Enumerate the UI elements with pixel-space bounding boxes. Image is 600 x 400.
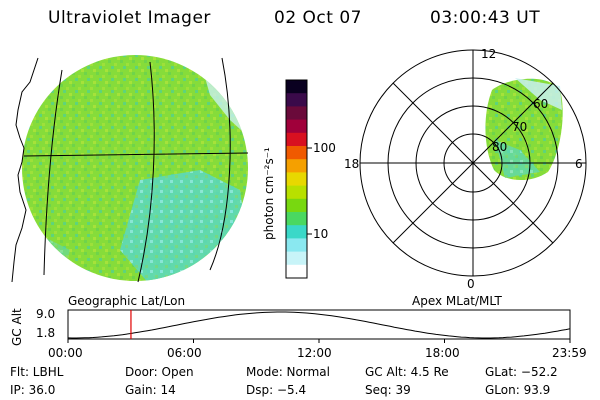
info-door: Door: Open (125, 365, 194, 379)
altitude-plot (67, 309, 571, 343)
info-mode: Mode: Normal (246, 365, 330, 379)
apex-caption: Apex MLat/MLT (412, 294, 502, 308)
colorbar-label: photon cm⁻²s⁻¹ (262, 147, 276, 240)
altitude-curve (67, 311, 571, 339)
colorbar-swatch (286, 264, 307, 279)
colorbar-swatch (286, 119, 307, 134)
mlt-label-18: 18 (344, 157, 360, 171)
time-tick-2359: 23:59 (552, 346, 587, 360)
colorbar-swatch (286, 198, 307, 213)
info-dsp: Dsp: −5.4 (246, 383, 307, 397)
colorbar-swatch (286, 185, 307, 200)
colorbar-swatch (286, 172, 307, 187)
time-tick-0000: 00:00 (48, 346, 83, 360)
altitude-axis-label: GC Alt (10, 308, 24, 346)
mlat-label-60: 60 (533, 97, 549, 111)
info-geo-latitude: GLat: −52.2 (485, 365, 558, 379)
polar-grid (359, 49, 587, 277)
instrument-title: Ultraviolet Imager (48, 8, 211, 28)
geographic-caption: Geographic Lat/Lon (68, 294, 186, 308)
colorbar-swatch (286, 93, 307, 107)
colorbar-swatch (286, 238, 307, 253)
geographic-grid (23, 57, 249, 283)
observation-date: 02 Oct 07 (274, 8, 362, 28)
time-tick-1200: 12:00 (297, 346, 332, 360)
altitude-tick-low: 1.8 (36, 326, 56, 340)
mlat-label-70: 70 (512, 120, 528, 134)
colorbar-swatch (286, 146, 307, 160)
mlt-label-6: 6 (575, 157, 583, 171)
colorbar-swatch (286, 80, 307, 94)
info-geo-longitude: GLon: 93.9 (485, 383, 551, 397)
mlat-label-80: 80 (492, 140, 508, 154)
colorbar-swatch (286, 106, 307, 121)
info-gc-altitude: GC Alt: 4.5 Re (365, 365, 449, 379)
colorbar-swatch (286, 132, 307, 147)
colorbar-swatch (286, 159, 307, 173)
info-filter: Flt: LBHL (10, 365, 64, 379)
colorbar-swatch (286, 212, 307, 226)
colorbar-swatch (286, 251, 307, 266)
colorbar-tick-100: 100 (313, 141, 336, 155)
colorbar-tick-10: 10 (313, 227, 329, 241)
colorbar-swatch (286, 225, 307, 239)
info-sequence: Seq: 39 (365, 383, 411, 397)
polar-plot (359, 49, 587, 277)
coastline (11, 57, 39, 283)
info-gain: Gain: 14 (125, 383, 176, 397)
observation-time: 03:00:43 UT (430, 8, 541, 28)
colorbar (286, 80, 307, 279)
mlt-label-0: 0 (467, 277, 475, 291)
time-tick-0600: 06:00 (167, 346, 202, 360)
info-ip: IP: 36.0 (10, 383, 56, 397)
mlt-label-12: 12 (481, 47, 497, 61)
geographic-image (11, 55, 249, 283)
time-tick-1800: 18:00 (425, 346, 460, 360)
altitude-tick-high: 9.0 (36, 307, 56, 321)
